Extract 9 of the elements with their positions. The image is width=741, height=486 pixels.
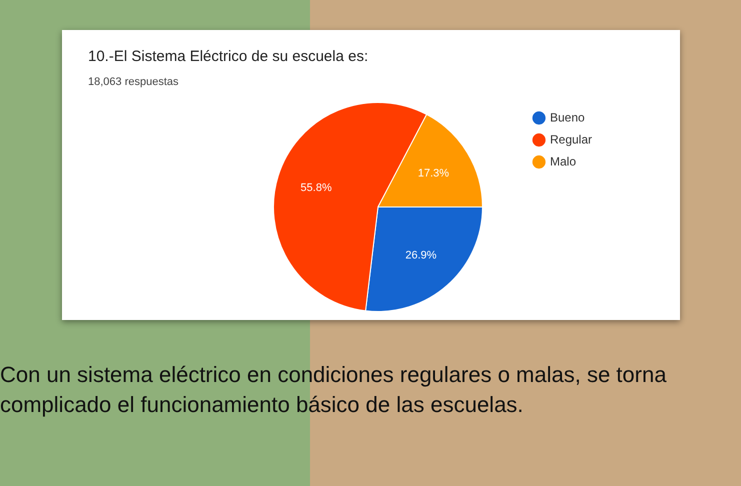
data-label: 17.3% (418, 168, 450, 180)
text: Con un sistema eléctrico en condiciones regulares o malas, se torna complicado el funcionamiento básico de las escuelas. (0, 361, 668, 419)
chart-title: 10.-El Sistema Eléctrico de su escuela es: (88, 48, 368, 65)
legend-label: Regular (550, 132, 592, 146)
legend-label: Malo (550, 154, 576, 168)
data-label: 26.9% (405, 249, 437, 262)
text: 18,063 respuestas (88, 76, 179, 88)
legend-label: Bueno (550, 110, 585, 124)
data-label: 55.8% (300, 182, 332, 194)
